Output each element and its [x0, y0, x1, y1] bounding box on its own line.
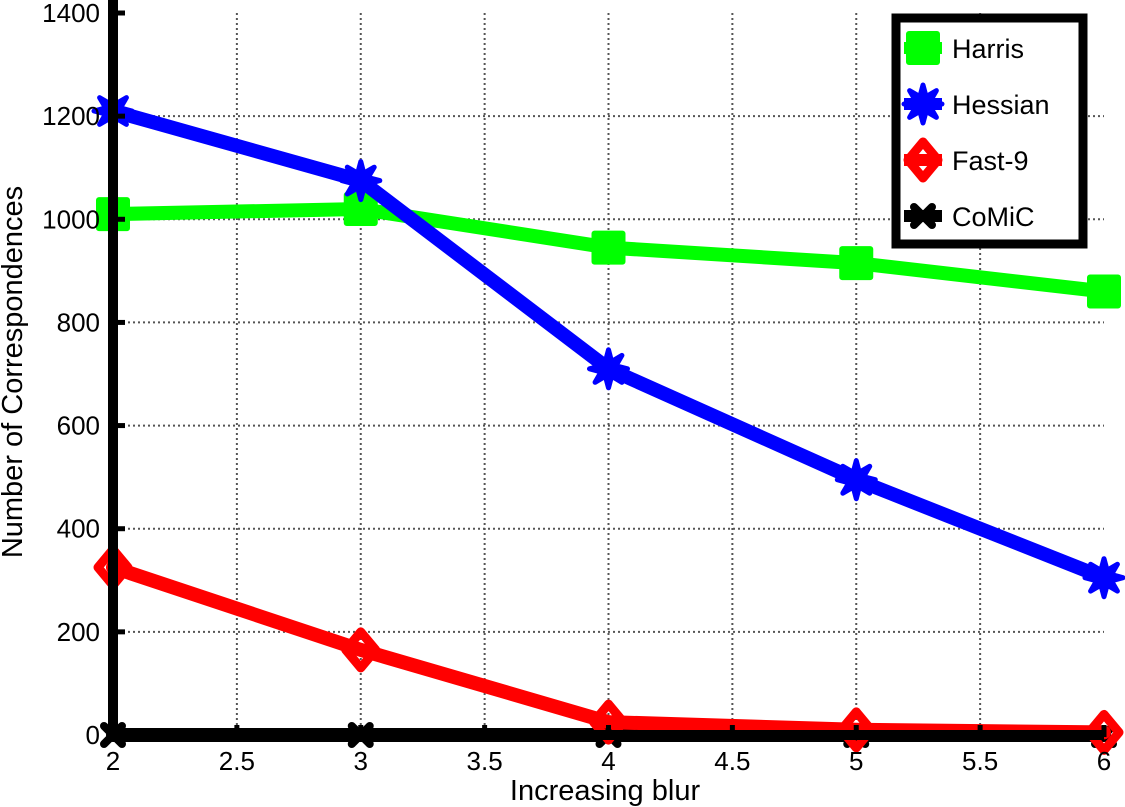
data-point-fast-9 [1084, 709, 1124, 755]
data-point-harris-fill [840, 247, 873, 280]
y-tick-label: 200 [57, 617, 100, 647]
data-point-harris [1087, 274, 1121, 309]
x-tick-label: 3.5 [467, 746, 503, 776]
y-tick-label: 0 [86, 720, 100, 750]
data-point-fast-9 [589, 699, 628, 745]
axes [108, 0, 1107, 740]
legend-marker-harris-fill [907, 32, 939, 64]
y-axis-label: Number of Correspondences [0, 186, 29, 558]
legend-label-fast-9: Fast-9 [952, 146, 1029, 176]
data-point-hessian [339, 159, 383, 203]
legend-entry-harris: Harris [904, 31, 1024, 65]
data-point-harris [591, 230, 626, 265]
y-tick-label: 1400 [42, 0, 100, 28]
series-harris [96, 191, 1121, 309]
x-tick-label: 6 [1097, 746, 1111, 776]
x-axis-label: Increasing blur [510, 775, 701, 807]
x-tick-label: 2 [106, 746, 120, 776]
legend-label-harris: Harris [952, 34, 1024, 64]
y-tick-label: 800 [57, 307, 100, 337]
data-point-fast-9 [836, 707, 876, 753]
y-tick-label: 1200 [42, 101, 100, 131]
legend: Harris Hessian Fast-9 CoMiC [891, 13, 1088, 249]
y-tick-label: 400 [57, 514, 100, 544]
tick-labels: 2 2.5 3 3.5 4 4.5 5 5.5 6 0 200 400 600 800 1000 1200 14… [42, 0, 1111, 776]
legend-label-hessian: Hessian [952, 90, 1050, 120]
legend-entry-fast-9: Fast-9 [903, 137, 1029, 183]
data-point-fast-9 [341, 627, 381, 673]
legend-entry-hessian: Hessian [901, 82, 1050, 126]
x-tick-label: 4 [601, 746, 615, 776]
x-tick-label: 5.5 [962, 746, 998, 776]
data-point-harris-fill [344, 192, 377, 225]
legend-entry-comic: CoMiC [904, 202, 1035, 232]
y-tick-label: 600 [57, 411, 100, 441]
data-point-harris-fill [1088, 275, 1120, 308]
data-point-hessian [587, 347, 630, 391]
x-tick-label: 5 [849, 746, 863, 776]
x-tick-label: 3 [354, 746, 368, 776]
y-tick-label: 1000 [42, 204, 100, 234]
legend-marker-harris [906, 31, 940, 65]
data-point-harris-fill [592, 231, 625, 264]
legend-marker-hessian [901, 82, 945, 126]
legend-marker-comic [910, 203, 936, 229]
data-point-harris [839, 246, 874, 281]
legend-marker-fast-9 [903, 137, 943, 183]
data-point-hessian [834, 458, 878, 502]
x-tick-label: 4.5 [714, 746, 750, 776]
series-hessian [91, 89, 1125, 600]
legend-label-comic: CoMiC [952, 202, 1035, 232]
data-point-hessian [1082, 556, 1125, 600]
x-tick-label: 2.5 [219, 746, 255, 776]
